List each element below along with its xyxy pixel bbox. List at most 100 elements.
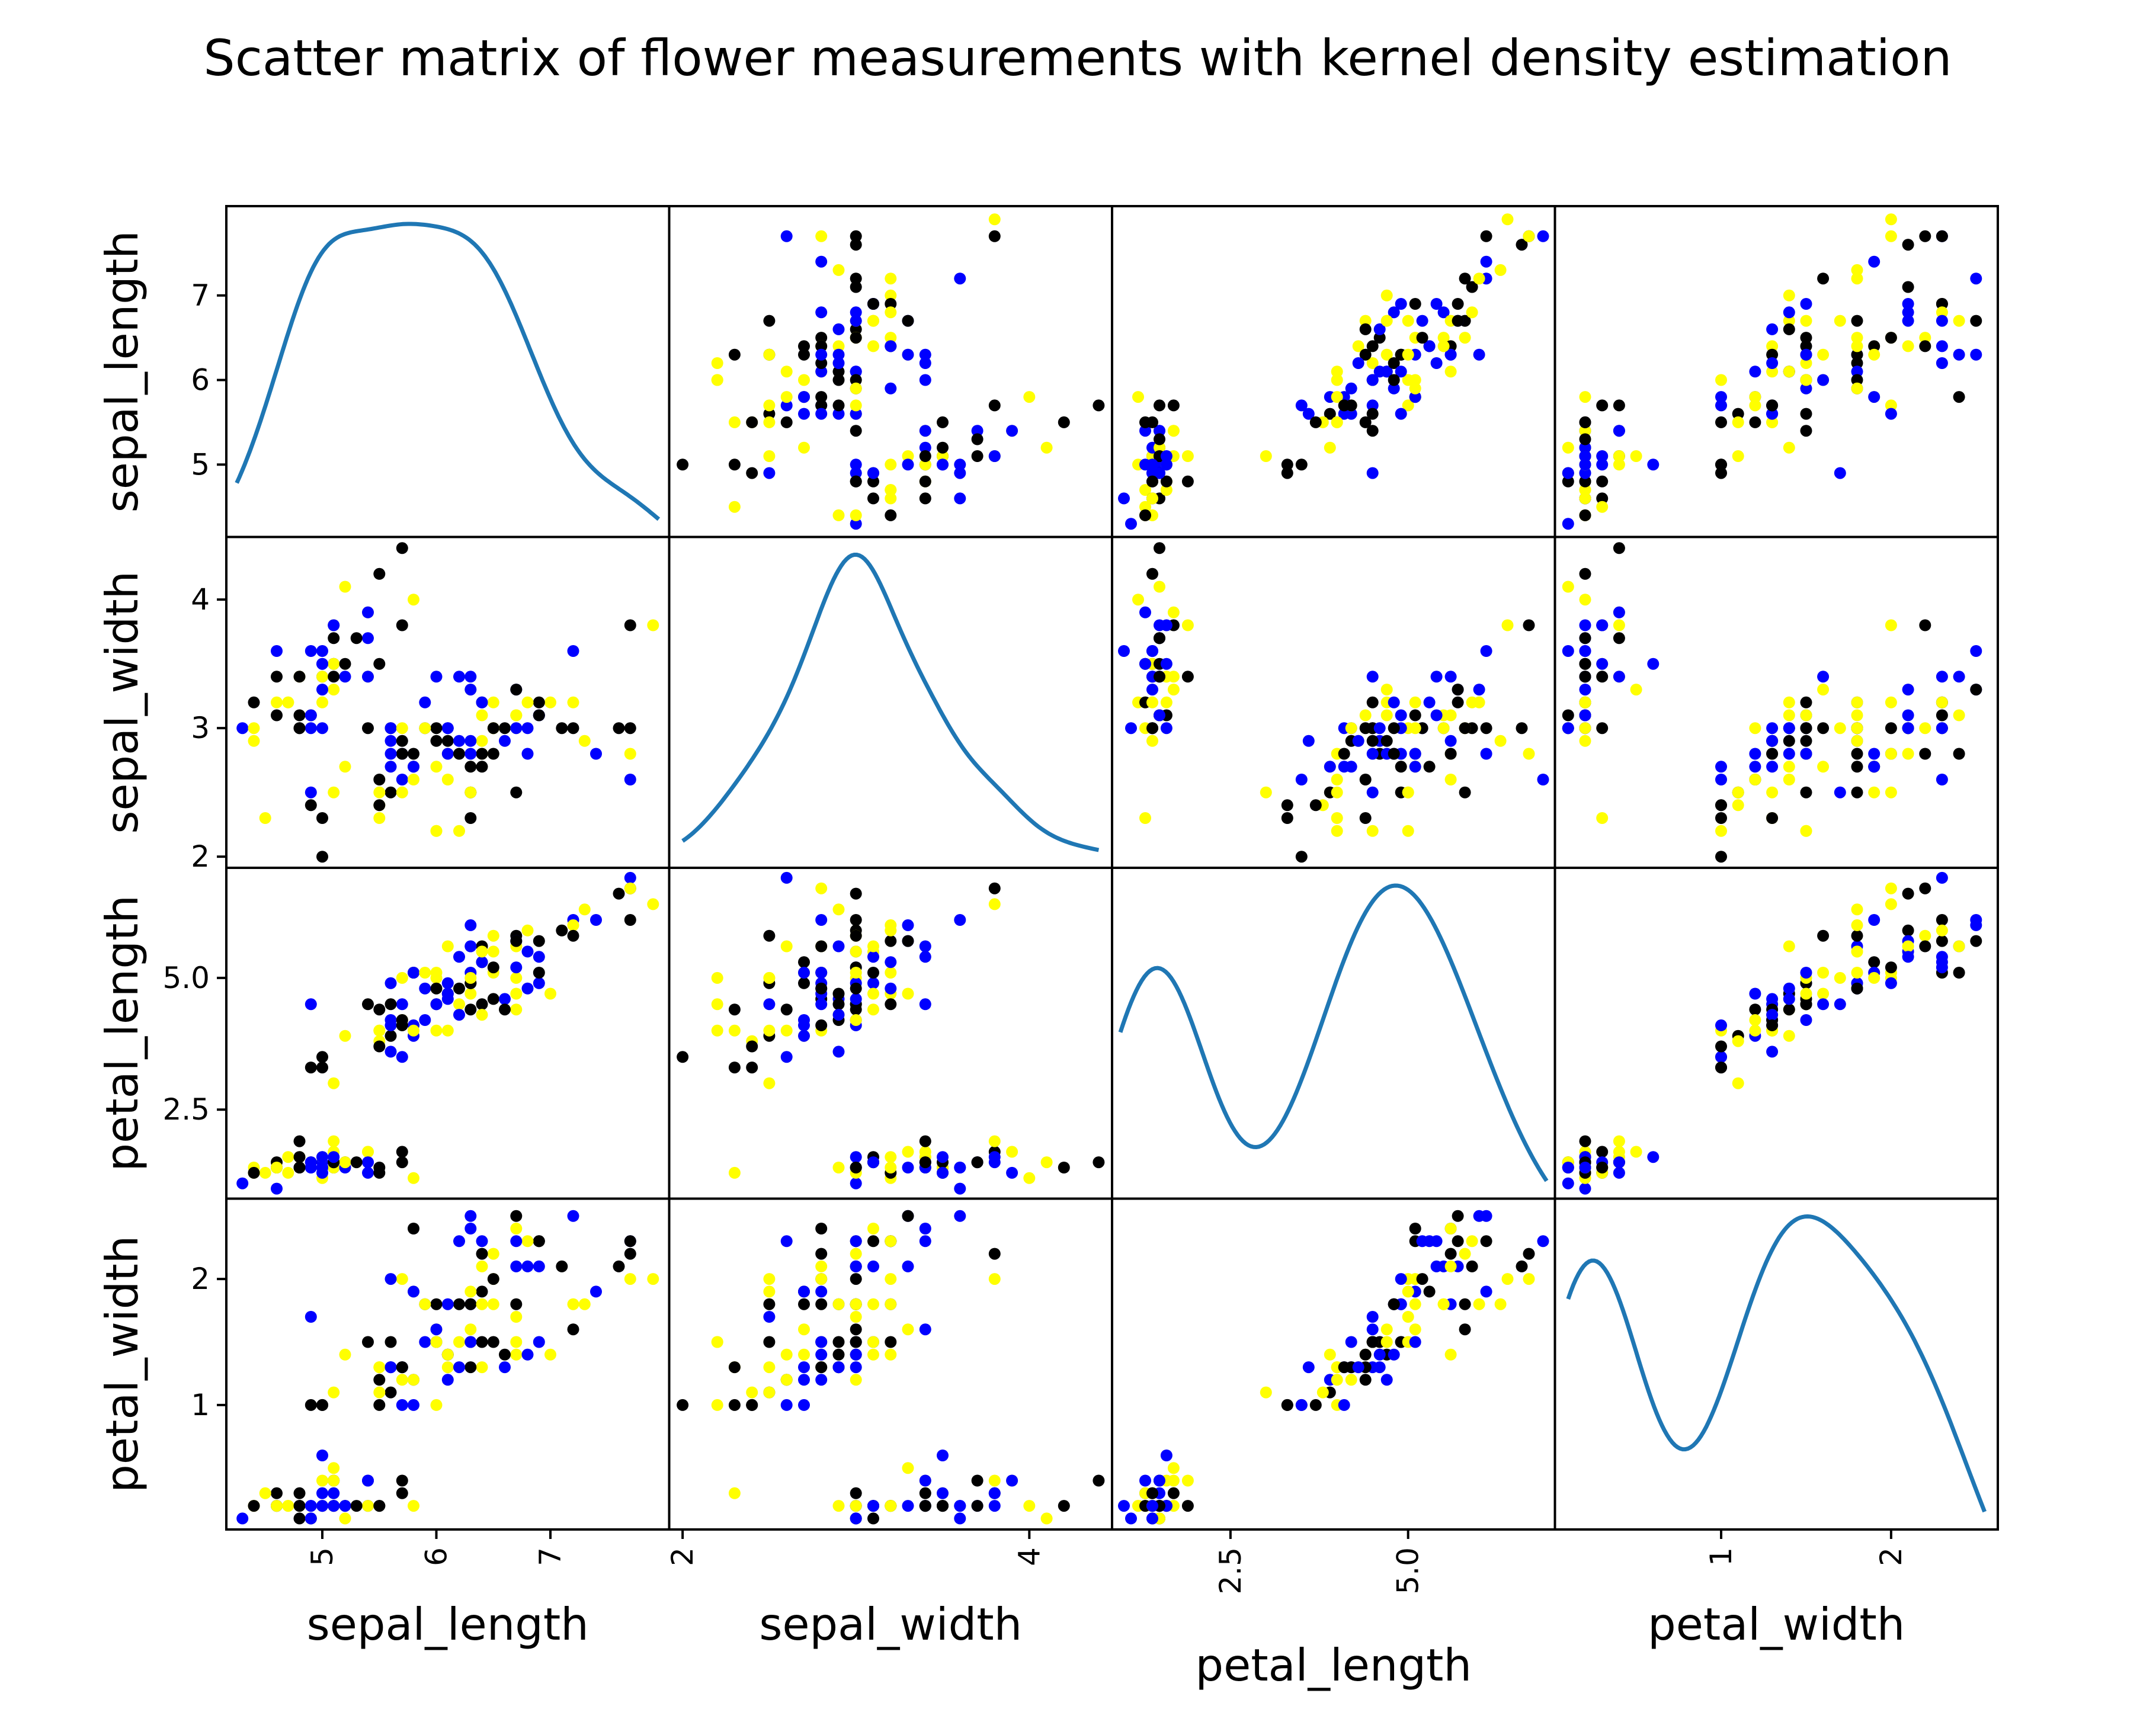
scatter-point	[1647, 458, 1660, 471]
scatter-point	[1800, 696, 1812, 708]
scatter-point	[1817, 374, 1830, 386]
scatter-point	[1783, 735, 1795, 747]
scatter-point	[902, 935, 914, 947]
scatter-point	[476, 1298, 488, 1310]
scatter-point	[1154, 709, 1165, 721]
scatter-point	[885, 289, 897, 302]
scatter-point	[1388, 1298, 1400, 1310]
scatter-point	[988, 1151, 1001, 1163]
scatter-point	[1783, 441, 1795, 454]
scatter-point	[728, 1166, 741, 1179]
scatter-point	[815, 332, 828, 344]
scatter-point	[902, 1210, 914, 1222]
scatter-point	[1715, 467, 1727, 479]
scatter-point	[328, 786, 340, 799]
scatter-point	[1766, 1019, 1779, 1031]
scatter-point	[815, 306, 828, 319]
scatter-point	[1579, 671, 1591, 683]
scatter-point	[1260, 450, 1272, 462]
scatter-point	[1139, 509, 1151, 521]
scatter-point	[464, 1323, 477, 1336]
scatter-point	[1160, 484, 1172, 496]
scatter-point	[919, 940, 931, 953]
scatter-point	[1919, 929, 1931, 942]
scatter-point	[1715, 416, 1727, 428]
scatter-point	[832, 365, 845, 378]
scatter-point	[647, 898, 659, 910]
scatter-point	[464, 1003, 477, 1016]
scatter-point	[1395, 761, 1407, 773]
scatter-point	[1480, 722, 1492, 735]
scatter-point	[711, 374, 723, 386]
scatter-point	[1331, 391, 1343, 403]
scatter-point	[430, 1323, 443, 1336]
scatter-point	[919, 1323, 931, 1336]
scatter-point	[408, 1172, 419, 1184]
scatter-point	[1430, 1260, 1443, 1272]
scatter-point	[1023, 391, 1036, 403]
scatter-point	[476, 1248, 488, 1260]
scatter-point	[419, 722, 431, 735]
scatter-point	[1800, 315, 1812, 327]
scatter-point	[1596, 812, 1609, 824]
scatter-point	[1402, 315, 1414, 327]
scatter-point	[1380, 315, 1393, 327]
scatter-point	[1416, 1235, 1428, 1248]
scatter-point	[499, 1361, 511, 1374]
scatter-point	[1416, 1273, 1428, 1285]
scatter-point	[919, 357, 931, 369]
scatter-point	[832, 399, 845, 412]
scatter-point	[1800, 722, 1812, 735]
scatter-point	[1359, 1348, 1372, 1361]
scatter-point	[259, 1166, 271, 1179]
scatter-point	[850, 374, 862, 386]
scatter-point	[1132, 594, 1144, 606]
scatter-point	[1139, 416, 1151, 428]
scatter-point	[1437, 1298, 1450, 1310]
scatter-point	[867, 1003, 879, 1016]
scatter-point	[305, 786, 317, 799]
scatter-point	[815, 365, 828, 378]
scatter-point	[1630, 450, 1642, 462]
scatter-point	[850, 509, 862, 521]
scatter-point	[850, 914, 862, 926]
scatter-point	[1480, 748, 1492, 760]
scatter-point	[937, 1487, 949, 1499]
scatter-point	[441, 722, 454, 735]
scatter-point	[763, 1273, 776, 1285]
scatter-point	[464, 671, 477, 683]
scatter-point	[1437, 340, 1450, 352]
scatter-point	[885, 1162, 897, 1173]
scatter-point	[567, 1323, 579, 1336]
scatter-point	[1352, 340, 1364, 352]
scatter-point	[1936, 357, 1948, 369]
scatter-point	[316, 1051, 328, 1063]
scatter-point	[763, 1024, 776, 1037]
scatter-point	[937, 458, 949, 471]
scatter-point	[248, 722, 260, 735]
scatter-point	[1596, 501, 1609, 513]
scatter-point	[832, 509, 845, 521]
scatter-point	[1851, 272, 1863, 285]
scatter-point	[316, 851, 328, 863]
chart-title: Scatter matrix of flower measurements wi…	[203, 29, 1952, 87]
scatter-point	[937, 1450, 949, 1461]
scatter-point	[510, 1223, 523, 1234]
scatter-point	[305, 799, 317, 812]
scatter-point	[763, 1311, 776, 1323]
scatter-point	[780, 1348, 793, 1361]
x-tick-label: 2	[1874, 1547, 1908, 1566]
scatter-point	[1430, 671, 1443, 683]
scatter-point	[1936, 298, 1948, 310]
scatter-point	[316, 1062, 328, 1074]
scatter-point	[746, 467, 758, 479]
scatter-point	[1452, 298, 1464, 310]
scatter-point	[832, 1361, 845, 1374]
scatter-point	[1579, 1182, 1591, 1195]
scatter-point	[328, 1151, 340, 1163]
scatter-point	[510, 1298, 523, 1310]
scatter-point	[476, 956, 488, 969]
scatter-point	[339, 761, 351, 773]
y-tick-label: 5	[191, 447, 210, 482]
scatter-point	[521, 924, 534, 937]
